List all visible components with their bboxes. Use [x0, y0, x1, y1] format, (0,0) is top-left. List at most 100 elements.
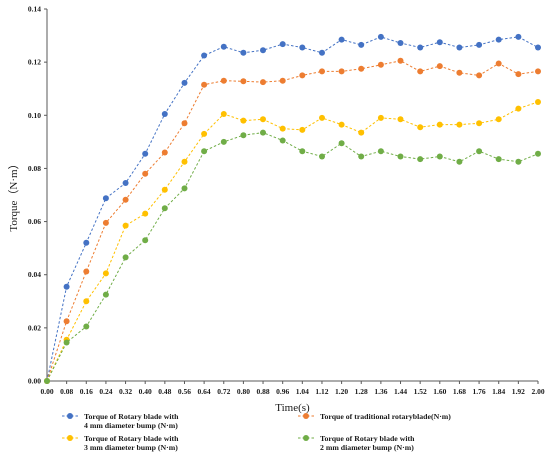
legend-label: Torque of Rotary blade with: [84, 434, 179, 443]
x-tick-label: 0.56: [178, 387, 191, 396]
data-point: [436, 153, 443, 160]
y-tick-label: 0.04: [28, 270, 41, 279]
data-point: [122, 196, 129, 203]
x-tick-label: 0.00: [40, 387, 53, 396]
data-point: [417, 44, 424, 51]
axes: [46, 9, 538, 382]
data-point: [535, 44, 541, 51]
data-point: [535, 150, 541, 157]
x-tick-label: 1.04: [296, 387, 309, 396]
x-tick-label: 0.16: [80, 387, 93, 396]
series-line: [46, 101, 539, 382]
data-point: [436, 39, 443, 46]
data-point: [63, 339, 70, 346]
data-point: [515, 71, 522, 78]
data-point: [161, 186, 168, 193]
data-point: [161, 111, 168, 117]
data-point: [279, 125, 286, 132]
data-point: [181, 158, 188, 165]
series-1: [44, 33, 541, 384]
data-point: [63, 283, 70, 290]
data-point: [476, 120, 483, 127]
x-tick-label: 1.68: [453, 387, 466, 396]
series-line: [46, 36, 539, 382]
legend-marker: [303, 413, 309, 419]
data-point: [240, 132, 247, 139]
data-point: [299, 126, 306, 133]
data-point: [240, 49, 247, 56]
data-point: [358, 65, 365, 72]
y-tick-label: 0.00: [28, 377, 41, 386]
data-point: [260, 79, 266, 86]
x-tick-label: 1.52: [414, 387, 427, 396]
x-tick-label: 0.80: [237, 387, 250, 396]
legend-label: 4 mm diameter bump (N·m): [84, 421, 178, 430]
series-3: [44, 99, 541, 384]
x-tick-label: 1.92: [512, 387, 525, 396]
data-point: [161, 149, 168, 156]
series-line: [46, 60, 539, 382]
y-tick-label: 0.02: [28, 323, 41, 332]
data-point: [417, 124, 424, 131]
data-point: [495, 36, 502, 43]
x-tick-label: 1.84: [492, 387, 505, 396]
data-point: [142, 170, 149, 177]
legend-label: Torque of Rotary blade with: [320, 434, 415, 443]
data-point: [417, 68, 424, 75]
data-point: [142, 210, 149, 217]
y-tick-label: 0.06: [28, 217, 41, 226]
data-point: [456, 121, 463, 128]
data-point: [181, 120, 188, 127]
data-point: [397, 116, 404, 123]
data-point: [377, 148, 384, 155]
y-axis-title: Torque（N·m）: [7, 158, 20, 231]
x-tick-label: 1.20: [335, 387, 348, 396]
x-axis-title: Time(s): [275, 402, 310, 414]
x-tick-label: 0.08: [60, 387, 73, 396]
legend-marker: [303, 435, 309, 441]
y-tick-label: 0.08: [28, 164, 41, 173]
x-tick-label: 0.88: [256, 387, 269, 396]
data-point: [201, 148, 208, 155]
data-point: [377, 114, 384, 121]
data-point: [495, 116, 502, 123]
data-point: [299, 148, 306, 155]
legend-label: Torque of Rotary blade with: [84, 412, 179, 421]
data-point: [377, 33, 384, 40]
data-point: [161, 205, 168, 212]
legend-label: 3 mm diameter bump (N·m): [84, 443, 178, 452]
data-point: [535, 99, 541, 105]
legend-label: 2 mm diameter bump (N·m): [320, 443, 414, 452]
legend-marker: [67, 435, 73, 441]
data-point: [436, 121, 443, 128]
x-tick-label: 0.32: [119, 387, 132, 396]
data-point: [63, 318, 70, 325]
data-point: [201, 52, 208, 59]
x-tick-label: 2.00: [531, 387, 544, 396]
data-point: [260, 47, 266, 54]
x-tick-label: 0.24: [99, 387, 112, 396]
legend-marker: [67, 413, 73, 419]
data-point: [142, 237, 149, 244]
data-point: [338, 68, 345, 75]
data-point: [397, 153, 404, 160]
data-point: [102, 219, 109, 226]
data-point: [476, 41, 483, 48]
data-point: [279, 137, 286, 144]
legend-item: Torque of traditional rotaryblade(N·m): [298, 412, 451, 421]
data-point: [456, 158, 463, 165]
data-point: [83, 268, 90, 275]
data-point: [83, 239, 90, 246]
data-point: [476, 72, 483, 79]
x-tick-label: 0.40: [139, 387, 152, 396]
data-point: [319, 49, 325, 56]
data-point: [201, 81, 208, 88]
data-point: [181, 185, 188, 192]
x-tick-label: 0.48: [158, 387, 171, 396]
data-point: [122, 180, 129, 186]
data-point: [515, 105, 522, 112]
series-line: [46, 132, 539, 382]
data-point: [476, 148, 483, 155]
